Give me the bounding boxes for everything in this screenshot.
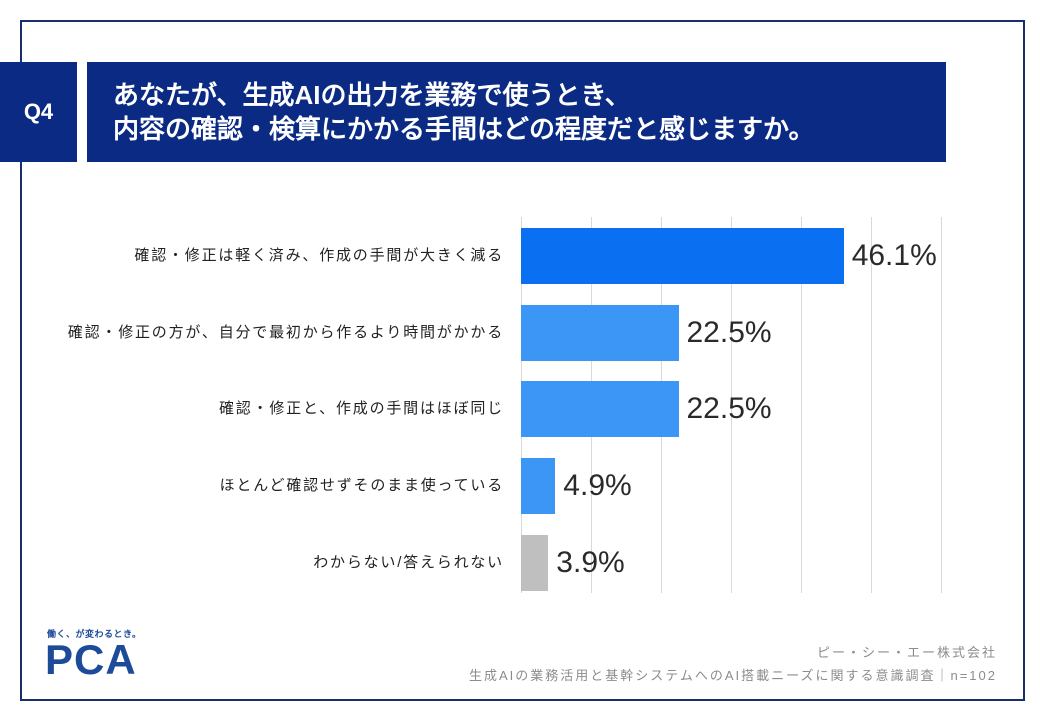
value-label-3: 4.9%: [563, 469, 632, 502]
gridline-30: [731, 217, 732, 593]
category-label-4: わからない/答えられない: [313, 554, 504, 571]
chart-row: 確認・修正の方が、自分で最初から作るより時間がかかる 22.5%: [0, 305, 1040, 361]
pca-logo: PCA: [45, 636, 137, 683]
question-number-badge: Q4: [0, 62, 77, 162]
value-label-4: 3.9%: [556, 546, 625, 579]
question-title-banner: あなたが、生成AIの出力を業務で使うとき、 内容の確認・検算にかかる手間はどの程…: [87, 62, 946, 162]
category-label-1: 確認・修正の方が、自分で最初から作るより時間がかかる: [67, 324, 504, 341]
question-title-line-1: あなたが、生成AIの出力を業務で使うとき、: [113, 80, 631, 110]
logo-tagline: 働く、が変わるとき。: [47, 629, 142, 639]
bar-4: [521, 535, 549, 591]
value-label-2: 22.5%: [686, 392, 772, 425]
footer-company: ピー・シー・エー株式会社: [816, 645, 997, 660]
value-label-1: 22.5%: [686, 316, 772, 349]
question-number: Q4: [23, 99, 54, 124]
bar-2: [521, 381, 679, 437]
question-title-line-2: 内容の確認・検算にかかる手間はどの程度だと感じますか。: [113, 114, 815, 144]
category-label-0: 確認・修正は軽く済み、作成の手間が大きく減る: [134, 247, 504, 264]
bar-1: [521, 305, 679, 361]
chart-row: わからない/答えられない 3.9%: [0, 535, 1040, 591]
value-label-0: 46.1%: [851, 239, 937, 272]
chart-row: ほとんど確認せずそのまま使っている 4.9%: [0, 458, 1040, 514]
chart-row: 確認・修正と、作成の手間はほぼ同じ 22.5%: [0, 381, 1040, 437]
gridline-40: [801, 217, 802, 593]
bar-3: [521, 458, 556, 514]
slide-frame: [20, 20, 1025, 701]
chart-row: 確認・修正は軽く済み、作成の手間が大きく減る 46.1%: [0, 228, 1040, 284]
category-label-3: ほとんど確認せずそのまま使っている: [219, 477, 504, 494]
footer-survey-source: 生成AIの業務活用と基幹システムへのAI搭載ニーズに関する意識調査｜n=102: [468, 668, 997, 683]
gridline-60: [941, 217, 942, 593]
category-label-2: 確認・修正と、作成の手間はほぼ同じ: [218, 400, 504, 417]
gridline-50: [871, 217, 872, 593]
bar-0: [521, 228, 844, 284]
